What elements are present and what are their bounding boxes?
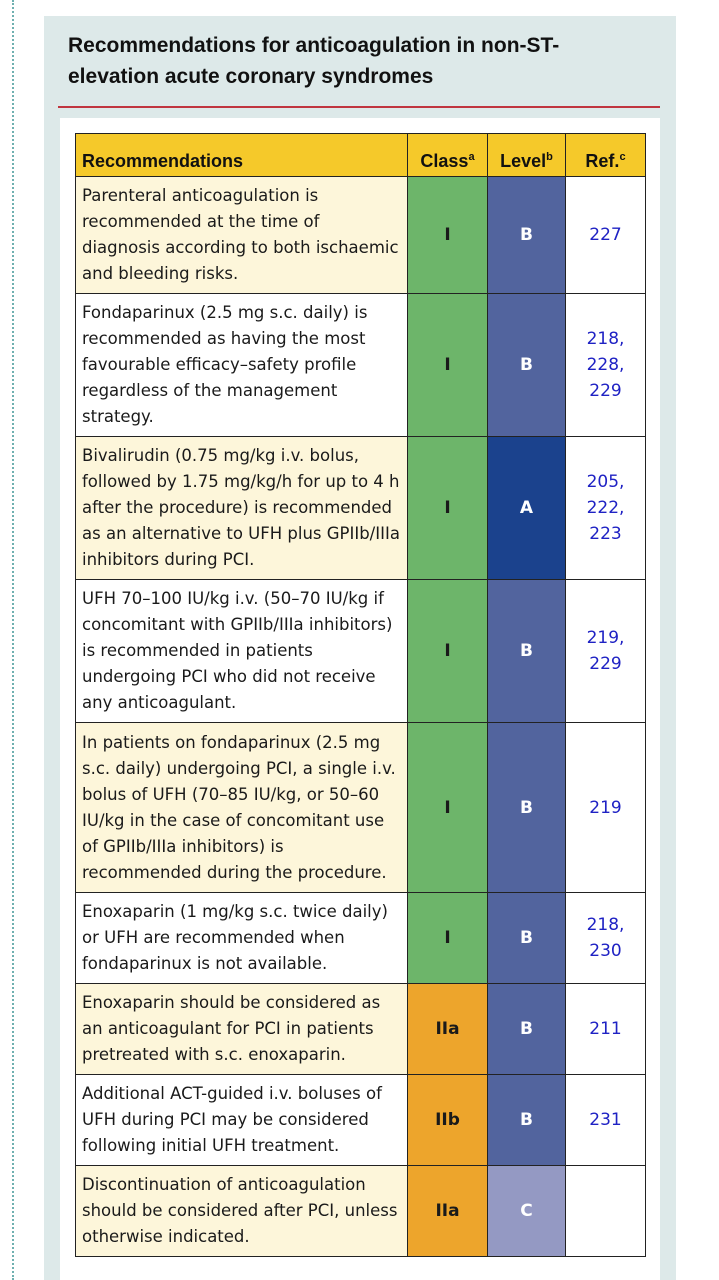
- reference-link[interactable]: 222,: [586, 498, 625, 518]
- table-row: Discontinuation of anticoagulation shoul…: [75, 1165, 646, 1257]
- reference-link[interactable]: 218,: [586, 329, 625, 349]
- recommendation-text: Additional ACT-guided i.v. boluses of UF…: [75, 1074, 408, 1166]
- left-dotted-border: [12, 0, 14, 1280]
- recommendations-table: Recommendations Classa Levelb Ref.c Pare…: [75, 133, 646, 1257]
- header-level: Levelb: [487, 133, 566, 177]
- class-cell: I: [407, 293, 488, 437]
- table-row: Bivalirudin (0.75 mg/kg i.v. bolus, foll…: [75, 436, 646, 580]
- class-cell: I: [407, 722, 488, 893]
- recommendation-text: Enoxaparin should be considered as an an…: [75, 983, 408, 1075]
- reference-cell: 218, 230: [565, 892, 646, 984]
- recommendation-text: Discontinuation of anticoagulation shoul…: [75, 1165, 408, 1257]
- reference-cell: 219, 229: [565, 579, 646, 723]
- reference-link[interactable]: 223: [589, 524, 622, 544]
- table-header-row: Recommendations Classa Levelb Ref.c: [75, 133, 646, 177]
- reference-link[interactable]: 228,: [586, 355, 625, 375]
- reference-cell: 219: [565, 722, 646, 893]
- table-row: Enoxaparin (1 mg/kg s.c. twice daily) or…: [75, 892, 646, 984]
- level-cell: B: [487, 1074, 566, 1166]
- recommendation-text: Parenteral anticoagulation is recommende…: [75, 176, 408, 294]
- table-row: Fondaparinux (2.5 mg s.c. daily) is reco…: [75, 293, 646, 437]
- reference-cell: 231: [565, 1074, 646, 1166]
- reference-link[interactable]: 231: [589, 1110, 622, 1130]
- reference-link[interactable]: 230: [589, 941, 622, 961]
- recommendation-text: UFH 70–100 IU/kg i.v. (50–70 IU/kg if co…: [75, 579, 408, 723]
- header-ref-footnote: c: [619, 151, 626, 163]
- reference-link[interactable]: 219: [589, 797, 622, 818]
- level-cell: B: [487, 579, 566, 723]
- table-row: UFH 70–100 IU/kg i.v. (50–70 IU/kg if co…: [75, 579, 646, 723]
- level-cell: B: [487, 983, 566, 1075]
- header-recommendations: Recommendations: [75, 133, 408, 177]
- reference-link[interactable]: 229: [589, 381, 622, 401]
- header-class-label: Class: [420, 151, 469, 171]
- reference-link[interactable]: 229: [589, 654, 622, 674]
- reference-link[interactable]: 205,: [586, 472, 625, 492]
- class-cell: I: [407, 176, 488, 294]
- recommendation-text: Fondaparinux (2.5 mg s.c. daily) is reco…: [75, 293, 408, 437]
- table-row: Additional ACT-guided i.v. boluses of UF…: [75, 1074, 646, 1166]
- header-ref: Ref.c: [565, 133, 646, 177]
- reference-cell: 211: [565, 983, 646, 1075]
- level-cell: C: [487, 1165, 566, 1257]
- reference-link[interactable]: 211: [589, 1019, 622, 1039]
- reference-link[interactable]: 227: [589, 225, 622, 245]
- recommendation-text: Bivalirudin (0.75 mg/kg i.v. bolus, foll…: [75, 436, 408, 580]
- header-ref-label: Ref.: [585, 151, 620, 171]
- class-cell: I: [407, 892, 488, 984]
- reference-link[interactable]: 219,: [586, 628, 625, 648]
- reference-link[interactable]: 218,: [586, 915, 625, 935]
- reference-cell: 205, 222, 223: [565, 436, 646, 580]
- reference-cell: [565, 1165, 646, 1257]
- recommendation-text: In patients on fondaparinux (2.5 mg s.c.…: [75, 722, 408, 893]
- header-class: Classa: [407, 133, 488, 177]
- class-cell: IIa: [407, 983, 488, 1075]
- reference-cell: 218, 228, 229: [565, 293, 646, 437]
- class-cell: I: [407, 436, 488, 580]
- level-cell: B: [487, 293, 566, 437]
- class-cell: IIa: [407, 1165, 488, 1257]
- header-level-footnote: b: [546, 151, 553, 163]
- level-cell: B: [487, 176, 566, 294]
- header-class-footnote: a: [468, 151, 475, 163]
- title-divider: [58, 106, 660, 108]
- panel-title: Recommendations for anticoagulation in n…: [68, 34, 560, 88]
- table-row: Enoxaparin should be considered as an an…: [75, 983, 646, 1075]
- recommendation-text: Enoxaparin (1 mg/kg s.c. twice daily) or…: [75, 892, 408, 984]
- reference-cell: 227: [565, 176, 646, 294]
- table-row: Parenteral anticoagulation is recommende…: [75, 176, 646, 294]
- level-cell: A: [487, 436, 566, 580]
- class-cell: I: [407, 579, 488, 723]
- class-cell: IIb: [407, 1074, 488, 1166]
- table-row: In patients on fondaparinux (2.5 mg s.c.…: [75, 722, 646, 893]
- level-cell: B: [487, 892, 566, 984]
- level-cell: B: [487, 722, 566, 893]
- header-level-label: Level: [500, 151, 547, 171]
